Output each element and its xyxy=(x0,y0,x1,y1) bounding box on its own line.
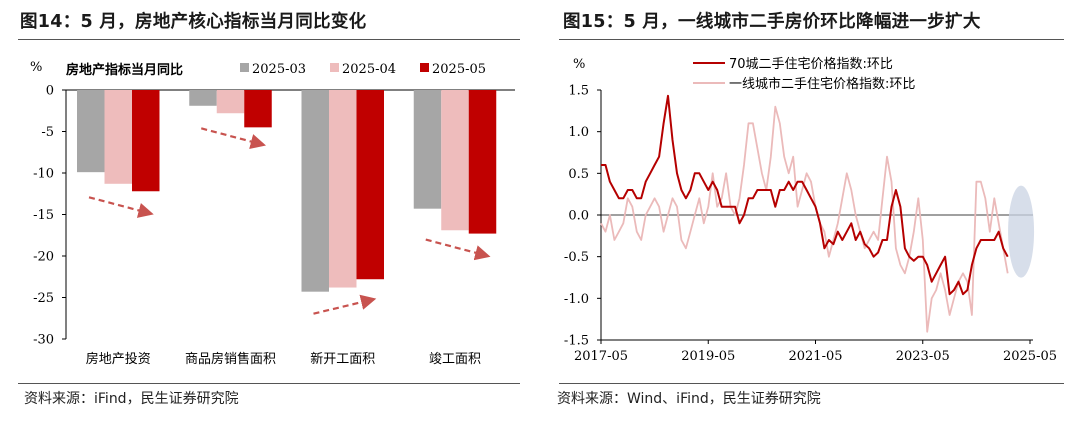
y-tick-label: 0.5 xyxy=(568,167,589,182)
legend-label: 一线城市二手住宅价格指数:环比 xyxy=(729,76,915,92)
bar xyxy=(216,90,245,114)
left-figure-title: 图14：5 月，房地产核心指标当月同比变化 xyxy=(20,12,367,32)
trend-arrow xyxy=(313,294,377,315)
right-source-rule xyxy=(559,383,1064,384)
legend-label: 2025-05 xyxy=(432,62,486,77)
bar xyxy=(244,90,272,128)
category-label: 房地产投资 xyxy=(86,351,151,367)
y-tick-label: -0.5 xyxy=(564,250,589,265)
legend-swatch xyxy=(420,63,429,72)
series-line xyxy=(601,94,1009,296)
bar-chart: 0 -5 -10 -15 -20 -25 -30% 房地产指标当月同比 2025-03 2025-… xyxy=(30,60,515,367)
y-tick-label: 0 xyxy=(46,84,54,99)
bar xyxy=(189,90,217,106)
bar xyxy=(356,90,384,280)
trend-arrow xyxy=(88,196,154,218)
y-tick-label: 0.0 xyxy=(568,209,589,224)
series-line xyxy=(600,105,1009,333)
legend-swatch xyxy=(240,63,249,72)
y-tick-label: -1.0 xyxy=(564,292,589,307)
legend-label: 2025-03 xyxy=(252,62,306,77)
x-tick-label: 2025-05 xyxy=(1003,349,1057,364)
bar xyxy=(441,90,469,231)
highlight-ellipse xyxy=(1008,185,1035,278)
y-tick-label: -30 xyxy=(33,333,54,348)
x-tick-label: 2021-05 xyxy=(788,349,842,364)
y-tick-label: -5 xyxy=(41,125,54,140)
y-tick-label: -25 xyxy=(33,291,54,306)
right-figure-title: 图15：5 月，一线城市二手房价环比降幅进一步扩大 xyxy=(563,12,981,32)
bar xyxy=(468,90,497,234)
bar xyxy=(413,90,442,209)
y-tick-label: -10 xyxy=(33,167,54,182)
x-tick-label: 2017-05 xyxy=(574,349,628,364)
x-tick-label: 2023-05 xyxy=(896,349,950,364)
bar xyxy=(329,90,357,288)
x-tick-label: 2019-05 xyxy=(681,349,735,364)
chart-title: 房地产指标当月同比 xyxy=(66,62,183,78)
y-tick-label: 1.5 xyxy=(568,84,589,99)
bar xyxy=(301,90,329,292)
bar xyxy=(132,90,160,192)
trend-arrow xyxy=(200,127,267,149)
right-title-rule xyxy=(559,39,1064,40)
y-axis-unit: % xyxy=(30,60,42,75)
y-tick-label: -15 xyxy=(33,208,54,223)
legend-label: 2025-04 xyxy=(342,62,396,77)
y-tick-label: 1.0 xyxy=(568,125,589,140)
left-source-text: 资料来源：iFind，民生证券研究院 xyxy=(24,391,239,407)
bar xyxy=(77,90,105,173)
category-label: 新开工面积 xyxy=(310,351,375,367)
y-tick-label: -1.5 xyxy=(564,334,589,349)
left-source-rule xyxy=(18,383,520,384)
right-panel: 图15：5 月，一线城市二手房价环比降幅进一步扩大 1.5 1.0 0.5 0.0 -0… xyxy=(543,0,1075,423)
y-axis-unit: % xyxy=(573,57,585,72)
legend-swatch xyxy=(330,63,339,72)
left-title-rule xyxy=(18,39,520,40)
line-chart: 1.5 1.0 0.5 0.0 -0.5 -1.0 -1.5% 2017-05 2019-05 2… xyxy=(564,56,1057,364)
left-panel: 图14：5 月，房地产核心指标当月同比变化 0 -5 -10 -15 -20 -25 -30… xyxy=(0,0,530,423)
category-label: 竣工面积 xyxy=(429,352,481,367)
category-label: 商品房销售面积 xyxy=(185,351,276,367)
right-source-text: 资料来源：Wind、iFind，民生证券研究院 xyxy=(557,391,821,407)
legend-label: 70城二手住宅价格指数:环比 xyxy=(729,56,893,72)
bar xyxy=(104,90,132,184)
trend-arrow xyxy=(425,238,491,261)
y-tick-label: -20 xyxy=(33,250,54,265)
